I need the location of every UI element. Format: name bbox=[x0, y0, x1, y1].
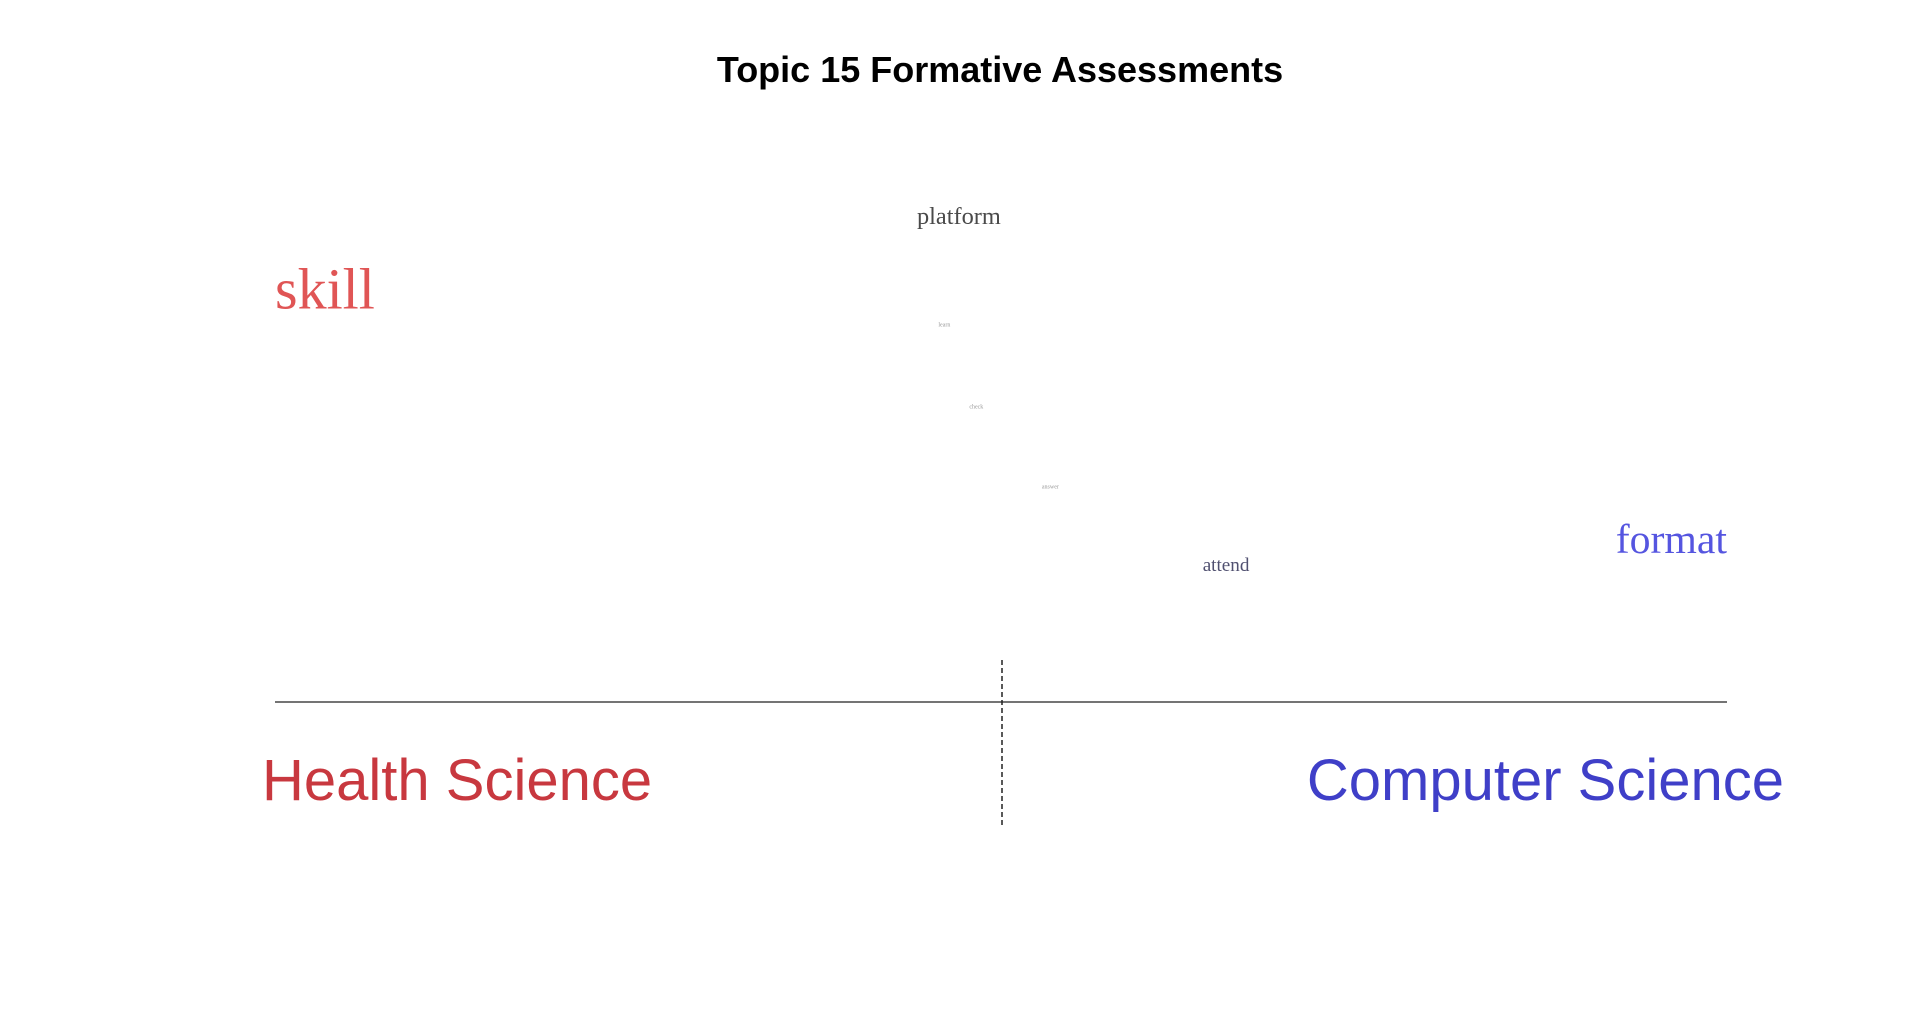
word-marks: platform skill learn check answer attend forma… bbox=[275, 203, 1727, 576]
word-platform: platform bbox=[917, 203, 1001, 230]
word-format: format bbox=[1616, 517, 1728, 563]
word-answer: answer bbox=[1042, 485, 1059, 491]
word-attend: attend bbox=[1203, 555, 1250, 576]
group-label-health-science: Health Science bbox=[262, 748, 652, 813]
word-skill: skill bbox=[275, 256, 375, 321]
chart-title: Topic 15 Formative Assessments bbox=[717, 49, 1283, 90]
word-check: check bbox=[969, 405, 983, 411]
group-label-computer-science: Computer Science bbox=[1307, 748, 1784, 813]
word-learn: learn bbox=[938, 322, 950, 328]
